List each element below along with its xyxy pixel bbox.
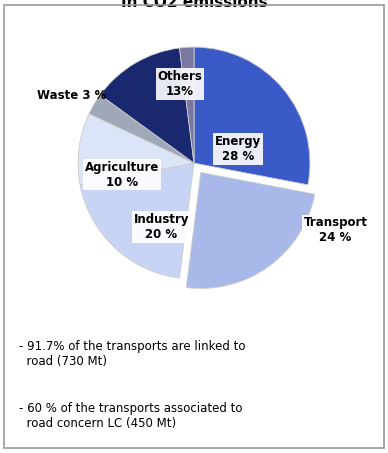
- Wedge shape: [194, 47, 310, 185]
- Text: - 91.7% of the transports are linked to
  road (730 Mt): - 91.7% of the transports are linked to …: [19, 340, 246, 368]
- Text: Agriculture
10 %: Agriculture 10 %: [85, 161, 159, 189]
- Text: Industry
20 %: Industry 20 %: [134, 213, 189, 241]
- Wedge shape: [89, 95, 194, 163]
- Text: Waste 3 %: Waste 3 %: [38, 89, 107, 102]
- Title: Part of transports
In CO2 emissions: Part of transports In CO2 emissions: [117, 0, 271, 10]
- Text: Energy
28 %: Energy 28 %: [215, 135, 261, 163]
- Wedge shape: [78, 114, 194, 185]
- Wedge shape: [100, 48, 194, 163]
- Text: Transport
24 %: Transport 24 %: [303, 217, 367, 244]
- Text: Others
13%: Others 13%: [158, 70, 203, 98]
- Wedge shape: [186, 173, 315, 289]
- Wedge shape: [180, 47, 194, 163]
- Wedge shape: [80, 163, 194, 278]
- Text: - 60 % of the transports associated to
  road concern LC (450 Mt): - 60 % of the transports associated to r…: [19, 402, 243, 430]
